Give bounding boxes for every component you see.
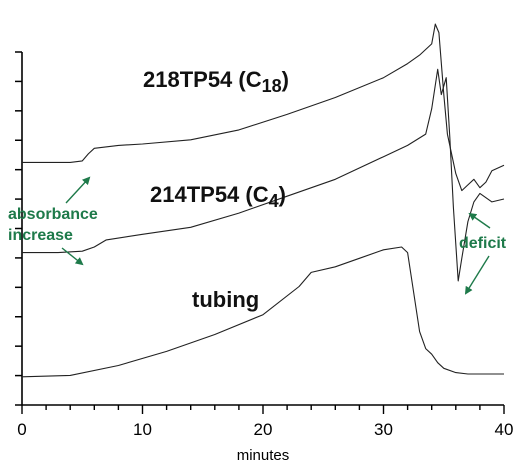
annotation-absorbance-line2: increase [8, 227, 73, 244]
x-tick-label: 40 [495, 420, 514, 439]
annotation-arrow-absorbance-up [65, 176, 91, 204]
annotation-layer: absorbance increase deficit [8, 176, 507, 295]
annotation-absorbance-line1: absorbance [8, 206, 98, 223]
annotation-arrow-deficit-down [464, 255, 490, 295]
series-label-suffix: ) [279, 182, 286, 207]
series-label-1: 218TP54 (C18) [143, 67, 289, 96]
x-tick-label: 20 [254, 420, 273, 439]
x-tick-label: 10 [133, 420, 152, 439]
series-line-1 [22, 23, 505, 192]
series-line-2 [22, 68, 505, 282]
series-label-subscript: 18 [262, 76, 282, 96]
series-label-name: 218TP54 (C [143, 67, 262, 92]
series-label-name: 214TP54 (C [150, 182, 269, 207]
annotation-arrow-deficit-up [468, 212, 491, 229]
series-label-name: tubing [192, 287, 259, 312]
annotation-arrow-absorbance-down [61, 247, 84, 266]
series-label-subscript: 4 [269, 191, 279, 211]
x-axis-title: minutes [237, 447, 290, 464]
axes: 0 10 20 30 40 minutes [15, 51, 514, 464]
annotation-deficit: deficit [459, 235, 507, 252]
series-line-3 [21, 246, 504, 378]
series-label-suffix: ) [282, 67, 289, 92]
series-label-2: 214TP54 (C4) [150, 182, 286, 211]
series-layer [21, 23, 505, 378]
labels-layer: 218TP54 (C18)214TP54 (C4)tubing [143, 67, 289, 312]
x-tick-label: 30 [374, 420, 393, 439]
series-label-3: tubing [192, 287, 259, 312]
x-tick-label: 0 [17, 420, 26, 439]
